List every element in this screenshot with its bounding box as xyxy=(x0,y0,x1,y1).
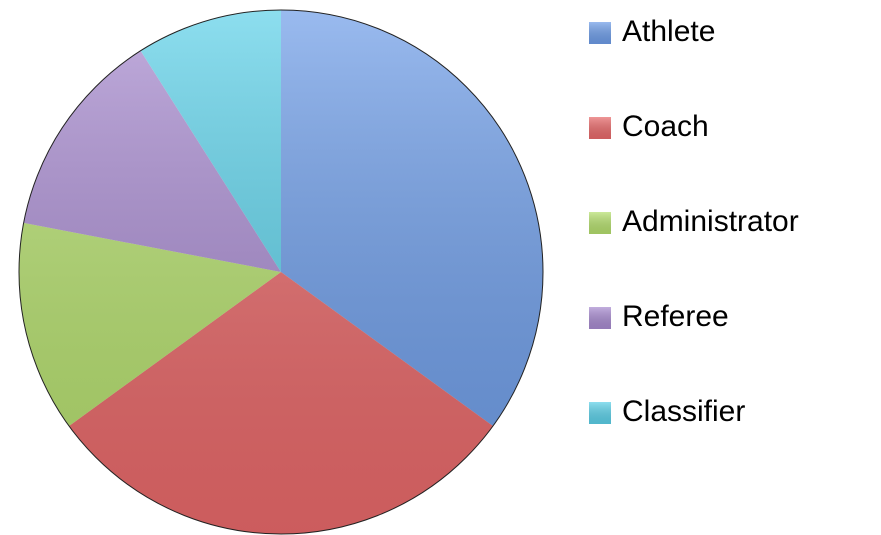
pie xyxy=(18,9,544,535)
legend-label: Administrator xyxy=(622,205,799,238)
legend-label: Athlete xyxy=(622,15,715,48)
legend-label: Referee xyxy=(622,300,729,333)
legend-label: Coach xyxy=(622,110,709,143)
legend-swatch-shade xyxy=(589,22,611,44)
legend-label: Classifier xyxy=(622,395,745,428)
legend-swatch-shade xyxy=(589,402,611,424)
legend-swatch-shade xyxy=(589,212,611,234)
pie-outline xyxy=(18,9,544,535)
legend-swatch-shade xyxy=(589,307,611,329)
legend-swatch-shade xyxy=(589,117,611,139)
legend: Athlete Coach Administrator Referee Classifi… xyxy=(589,15,799,428)
